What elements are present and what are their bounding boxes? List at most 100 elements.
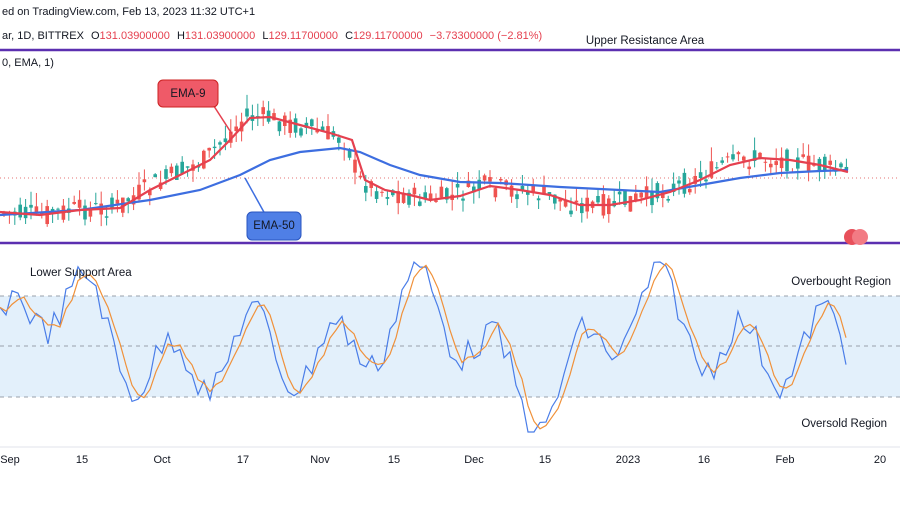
candle-body xyxy=(623,190,627,205)
candle-body xyxy=(88,207,93,217)
candle-body xyxy=(461,198,465,201)
candle-body xyxy=(493,188,498,198)
candle-body xyxy=(83,205,87,220)
change: −3.73300000 (−2.81%) xyxy=(430,30,543,42)
candle-body xyxy=(126,198,130,202)
candle-body xyxy=(477,179,481,190)
candle-body xyxy=(29,204,33,208)
candle-body xyxy=(234,126,238,132)
candle-body xyxy=(293,118,298,133)
candle-body xyxy=(607,198,611,215)
candle-body xyxy=(320,126,325,131)
candle-body xyxy=(639,192,643,198)
candle-body xyxy=(277,121,282,132)
candle-body xyxy=(18,204,22,218)
candle-body xyxy=(418,201,422,206)
candle-body xyxy=(374,191,379,199)
candle-body xyxy=(769,163,773,168)
candle-body xyxy=(77,199,82,208)
candle-body xyxy=(212,146,217,149)
candle-body xyxy=(747,166,751,170)
candle-body xyxy=(153,174,157,178)
x-tick-label: Oct xyxy=(153,454,170,466)
candle-body xyxy=(704,179,708,182)
candle-body xyxy=(515,194,519,200)
candle-body xyxy=(779,157,784,169)
candle-body xyxy=(628,196,633,212)
candle-body xyxy=(542,186,546,194)
candle-body xyxy=(423,192,427,200)
candle-body xyxy=(245,108,249,117)
candle-body xyxy=(688,188,692,193)
candle-body xyxy=(223,138,228,143)
candle-body xyxy=(391,190,395,196)
candle-body xyxy=(823,156,827,172)
candle-body xyxy=(110,197,114,210)
candle-body xyxy=(180,161,184,174)
candle-body xyxy=(553,194,557,204)
candle-body xyxy=(94,203,98,205)
candle-body xyxy=(364,186,368,193)
candle-body xyxy=(661,192,665,199)
candle-body xyxy=(202,150,206,169)
ema-50-line xyxy=(0,146,849,217)
x-tick-label: Sep xyxy=(0,454,20,466)
candle-body xyxy=(531,184,535,194)
candle-body xyxy=(137,184,141,200)
candle-body xyxy=(828,160,832,165)
symbol: ar, 1D, BITTREX xyxy=(2,30,85,42)
ema50-callout xyxy=(246,211,302,241)
candle-body xyxy=(207,147,211,151)
candle-body xyxy=(472,186,476,193)
flag-icon xyxy=(844,229,868,245)
ohlc-value: 131.03900000 xyxy=(100,30,170,42)
candle-body xyxy=(715,167,719,169)
ohlc-label: C xyxy=(345,30,353,42)
candle-body xyxy=(558,199,562,202)
candle-body xyxy=(725,156,730,158)
candle-body xyxy=(304,122,309,128)
annotation: EMA-9 xyxy=(170,88,205,100)
candle-body xyxy=(445,188,449,200)
candle-body xyxy=(482,175,487,181)
candle-body xyxy=(742,156,746,161)
oscillator-d xyxy=(0,262,847,430)
candle-body xyxy=(547,192,552,195)
pointer xyxy=(244,177,266,215)
candle-body xyxy=(148,190,152,196)
candle-body xyxy=(428,193,433,200)
ohlc-value: 129.11700000 xyxy=(353,30,423,42)
candle-body xyxy=(536,198,541,201)
candle-body xyxy=(574,200,579,203)
candle-body xyxy=(650,190,654,206)
candle-body xyxy=(758,152,762,159)
x-tick-label: Feb xyxy=(776,454,795,466)
candle-body xyxy=(693,175,697,184)
candle-body xyxy=(526,190,530,195)
x-tick-label: Nov xyxy=(310,454,330,466)
ohlc-value: 129.11700000 xyxy=(268,30,338,42)
candle-body xyxy=(596,195,600,203)
candles xyxy=(2,94,849,227)
candle-body xyxy=(185,166,190,168)
candle-body xyxy=(369,181,373,188)
candle-body xyxy=(288,119,292,133)
x-tick-label: 2023 xyxy=(616,454,640,466)
x-axis-labels: Sep 15 Oct 17 Nov 15 Dec 15 2023 16 Feb 20 xyxy=(0,454,886,466)
candle-body xyxy=(104,216,109,218)
candle-body xyxy=(347,149,352,158)
candle-body xyxy=(358,175,363,178)
candle-body xyxy=(634,193,638,201)
candle-body xyxy=(272,113,276,121)
x-tick-label: 20 xyxy=(874,454,886,466)
ohlc-label: O xyxy=(91,30,100,42)
x-tick-label: 15 xyxy=(539,454,551,466)
candle-body xyxy=(801,154,805,157)
candle-body xyxy=(218,142,222,145)
candle-body xyxy=(682,172,687,194)
annotation: Oversold Region xyxy=(801,418,887,430)
candle-body xyxy=(434,200,438,202)
x-tick-label: Dec xyxy=(464,454,484,466)
candle-body xyxy=(337,137,341,143)
candle-body xyxy=(520,185,525,191)
